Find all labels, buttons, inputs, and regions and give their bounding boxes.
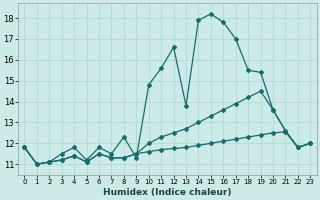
X-axis label: Humidex (Indice chaleur): Humidex (Indice chaleur) (103, 188, 232, 197)
